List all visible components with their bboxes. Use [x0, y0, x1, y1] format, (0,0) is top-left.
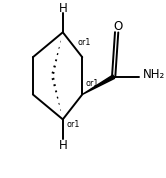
Text: or1: or1 [67, 120, 80, 129]
Polygon shape [82, 75, 114, 95]
Text: H: H [58, 2, 67, 15]
Text: or1: or1 [78, 38, 91, 48]
Text: O: O [114, 20, 123, 33]
Text: NH₂: NH₂ [143, 68, 165, 81]
Text: H: H [58, 139, 67, 152]
Text: or1: or1 [86, 79, 99, 88]
